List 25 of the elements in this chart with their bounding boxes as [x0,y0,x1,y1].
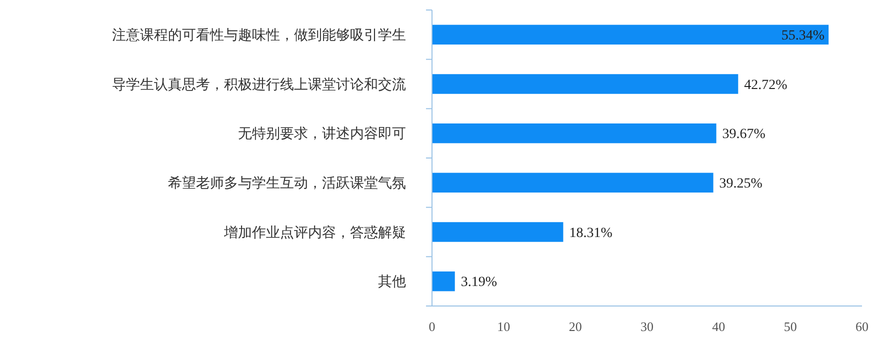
data-label: 3.19% [460,275,498,290]
x-tick-label: 50 [784,319,797,334]
x-tick-label: 0 [428,319,436,334]
y-tick-label: 其他 [378,274,406,290]
y-tick-label: 希望老师多与学生互动，活跃课堂气氛 [168,176,406,192]
data-label: 18.31% [569,226,613,241]
y-tick-label: 注意课程的可看性与趣味性，做到能够吸引学生 [112,28,406,44]
bar [432,222,564,242]
x-tick-label: 40 [712,319,726,334]
bar [432,74,738,94]
data-label: 55.34% [781,28,825,44]
bar [432,271,455,292]
x-tick-label: 60 [856,319,868,334]
data-label: 39.25% [719,176,763,192]
bar [432,24,829,45]
y-tick-label: 无特别要求，讲述内容即可 [238,126,406,142]
data-label: 39.67% [722,127,766,142]
y-tick-label: 导学生认真思考，积极进行线上课堂讨论和交流 [112,76,406,93]
bar [432,123,716,144]
y-tick-label: 增加作业点评内容，答惑解疑 [223,224,406,241]
x-tick-label: 20 [568,319,582,334]
bar [432,172,714,193]
data-label: 42.72% [744,78,788,93]
x-tick-label: 10 [497,319,510,334]
x-tick-label: 30 [640,319,654,334]
